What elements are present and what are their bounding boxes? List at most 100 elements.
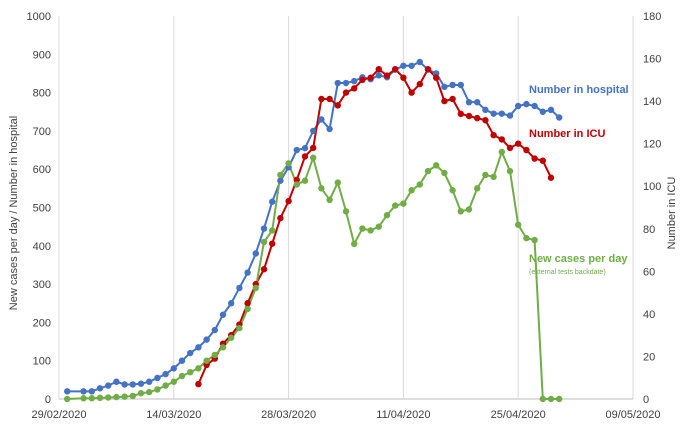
data-point-new-cases bbox=[359, 225, 366, 232]
data-point-hospital bbox=[187, 349, 194, 357]
data-point-new-cases bbox=[515, 221, 522, 228]
data-point-icu bbox=[383, 72, 391, 79]
data-point-hospital bbox=[137, 380, 145, 387]
data-point-hospital bbox=[506, 112, 514, 119]
data-point-hospital bbox=[408, 62, 415, 69]
data-point-icu bbox=[351, 85, 358, 92]
data-point-hospital bbox=[482, 106, 489, 114]
data-point-hospital bbox=[416, 58, 423, 66]
x-axis-ticks: 29/02/2020 14/03/2020 28/03/2020 11/04/2020… bbox=[31, 409, 660, 421]
data-point-new-cases bbox=[441, 169, 448, 177]
left-tick-label: 500 bbox=[33, 203, 51, 215]
data-point-new-cases bbox=[424, 167, 432, 175]
data-point-hospital bbox=[269, 198, 276, 205]
data-point-hospital bbox=[105, 382, 112, 389]
left-tick-label: 200 bbox=[33, 317, 51, 329]
data-point-new-cases bbox=[318, 185, 325, 192]
data-point-new-cases bbox=[80, 395, 87, 402]
data-point-new-cases bbox=[170, 378, 177, 385]
data-point-new-cases bbox=[482, 171, 489, 179]
data-point-new-cases bbox=[539, 395, 546, 403]
data-point-new-cases bbox=[63, 395, 71, 403]
data-point-hospital bbox=[301, 144, 309, 152]
data-point-new-cases bbox=[326, 196, 333, 204]
data-point-hospital bbox=[515, 102, 522, 110]
data-point-icu bbox=[523, 146, 530, 154]
data-point-icu bbox=[441, 97, 448, 105]
data-point-icu bbox=[449, 95, 456, 103]
data-point-icu bbox=[416, 80, 423, 88]
left-tick-label: 1000 bbox=[27, 11, 51, 23]
data-point-hospital bbox=[310, 127, 317, 135]
data-point-new-cases bbox=[408, 187, 415, 194]
left-tick-label: 400 bbox=[33, 241, 51, 253]
data-point-icu bbox=[342, 89, 350, 96]
data-point-icu bbox=[539, 157, 546, 164]
data-point-icu bbox=[457, 110, 464, 118]
data-point-new-cases bbox=[457, 208, 464, 215]
data-point-icu bbox=[392, 65, 399, 73]
data-point-icu bbox=[482, 117, 489, 124]
data-point-new-cases bbox=[383, 211, 391, 219]
data-point-hospital bbox=[375, 72, 382, 79]
data-point-hospital bbox=[129, 381, 136, 388]
data-point-hospital bbox=[162, 370, 169, 378]
data-point-hospital bbox=[195, 344, 202, 351]
data-point-new-cases bbox=[88, 395, 96, 402]
data-point-icu bbox=[318, 95, 325, 103]
data-point-hospital bbox=[490, 110, 497, 117]
chart-axes bbox=[58, 16, 634, 400]
data-point-hospital bbox=[457, 81, 464, 89]
x-tick-label: 14/03/2020 bbox=[146, 409, 201, 421]
data-point-new-cases bbox=[392, 202, 399, 209]
data-point-new-cases bbox=[400, 200, 407, 207]
data-point-new-cases bbox=[474, 185, 481, 192]
data-point-new-cases bbox=[228, 334, 235, 341]
data-point-new-cases bbox=[310, 154, 317, 161]
x-tick-label: 11/04/2020 bbox=[376, 409, 430, 421]
left-axis-ticks: 0 100 200 300 400 500 600 700 800 900 1000 bbox=[27, 11, 51, 406]
data-point-hospital bbox=[474, 98, 481, 106]
data-point-new-cases bbox=[367, 227, 374, 234]
data-point-hospital bbox=[228, 300, 235, 307]
data-point-new-cases bbox=[162, 382, 169, 389]
right-tick-label: 60 bbox=[643, 266, 655, 278]
data-point-hospital bbox=[498, 110, 505, 117]
left-tick-label: 0 bbox=[45, 394, 51, 406]
left-tick-label: 600 bbox=[33, 164, 51, 176]
data-point-hospital bbox=[203, 336, 210, 343]
series-note-new-cases: (external tests backdate) bbox=[529, 269, 606, 276]
data-point-new-cases bbox=[547, 395, 555, 403]
data-point-new-cases bbox=[236, 324, 243, 332]
data-point-hospital bbox=[219, 311, 227, 318]
data-point-new-cases bbox=[375, 223, 382, 230]
data-point-icu bbox=[424, 65, 432, 73]
data-point-hospital bbox=[547, 106, 555, 114]
data-point-hospital bbox=[277, 177, 284, 184]
data-point-new-cases bbox=[121, 393, 128, 400]
left-tick-label: 700 bbox=[33, 126, 51, 138]
data-point-new-cases bbox=[506, 167, 514, 175]
data-point-icu bbox=[506, 144, 514, 152]
data-point-hospital bbox=[293, 146, 300, 154]
data-point-new-cases bbox=[203, 357, 210, 364]
data-point-hospital bbox=[260, 225, 268, 232]
data-point-new-cases bbox=[285, 160, 292, 167]
data-point-icu bbox=[465, 112, 473, 120]
data-point-hospital bbox=[121, 381, 128, 388]
data-point-new-cases bbox=[129, 392, 136, 400]
data-point-icu bbox=[408, 89, 415, 96]
right-axis-title: Number in ICU bbox=[666, 177, 678, 250]
data-point-hospital bbox=[539, 108, 546, 115]
data-point-icu bbox=[269, 240, 276, 247]
data-point-hospital bbox=[252, 250, 259, 257]
data-point-new-cases bbox=[113, 393, 120, 401]
data-point-icu bbox=[277, 214, 284, 222]
data-point-icu bbox=[195, 380, 202, 388]
data-point-new-cases bbox=[244, 305, 251, 313]
series-label-new-cases: New cases per day bbox=[529, 253, 628, 265]
data-point-new-cases bbox=[260, 238, 268, 246]
x-tick-label: 09/05/2020 bbox=[605, 409, 660, 421]
series-points bbox=[63, 58, 563, 403]
data-point-hospital bbox=[326, 125, 333, 133]
